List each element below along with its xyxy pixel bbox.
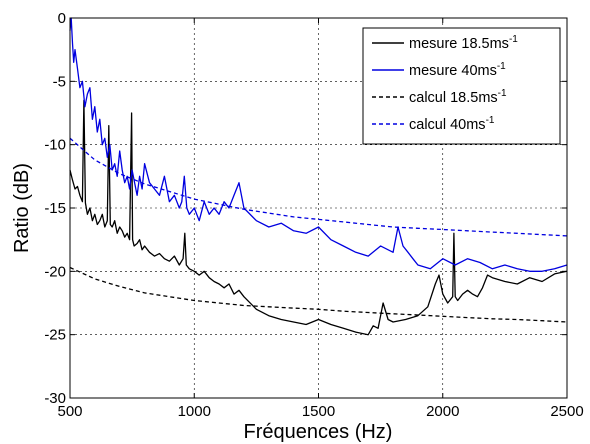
series-line-2: [69, 266, 568, 323]
legend-superscript: -1: [498, 88, 507, 99]
x-tick-label: 500: [57, 403, 82, 420]
y-tick-label: -25: [44, 327, 66, 344]
tick-labels: 500 1000 1500 2000 2500 -30 -25 -20 -15 -10 -5 0: [44, 10, 583, 420]
x-tick-label: 2500: [550, 403, 583, 420]
legend-entry-2: calcul 18.5ms-1: [409, 88, 507, 106]
y-tick-label: -5: [53, 73, 66, 90]
y-tick-label: -20: [44, 263, 66, 280]
series-line-3: [69, 137, 568, 237]
y-tick-label: 0: [58, 10, 66, 27]
legend-superscript: -1: [497, 61, 506, 72]
series-line-0: [69, 99, 568, 336]
legend: mesure 18.5ms-1 mesure 40ms-1 calcul 18.5m…: [362, 27, 561, 145]
y-tick-label: -15: [44, 200, 66, 217]
legend-superscript: -1: [509, 34, 518, 45]
x-tick-label: 2000: [426, 403, 459, 420]
ticks: [69, 17, 568, 399]
y-tick-label: -10: [44, 137, 66, 154]
legend-entry-3: calcul 40ms-1: [409, 115, 495, 133]
x-tick-label: 1500: [302, 403, 335, 420]
legend-entry-0: mesure 18.5ms-1: [409, 34, 518, 52]
legend-superscript: -1: [486, 115, 495, 126]
series-line-1: [69, 17, 568, 272]
x-axis-label: Fréquences (Hz): [244, 421, 393, 443]
y-axis-label: Ratio (dB): [11, 163, 33, 253]
legend-entry-1: mesure 40ms-1: [409, 61, 506, 79]
series-group: [69, 17, 568, 336]
x-tick-label: 1000: [178, 403, 211, 420]
y-tick-label: -30: [44, 390, 66, 407]
